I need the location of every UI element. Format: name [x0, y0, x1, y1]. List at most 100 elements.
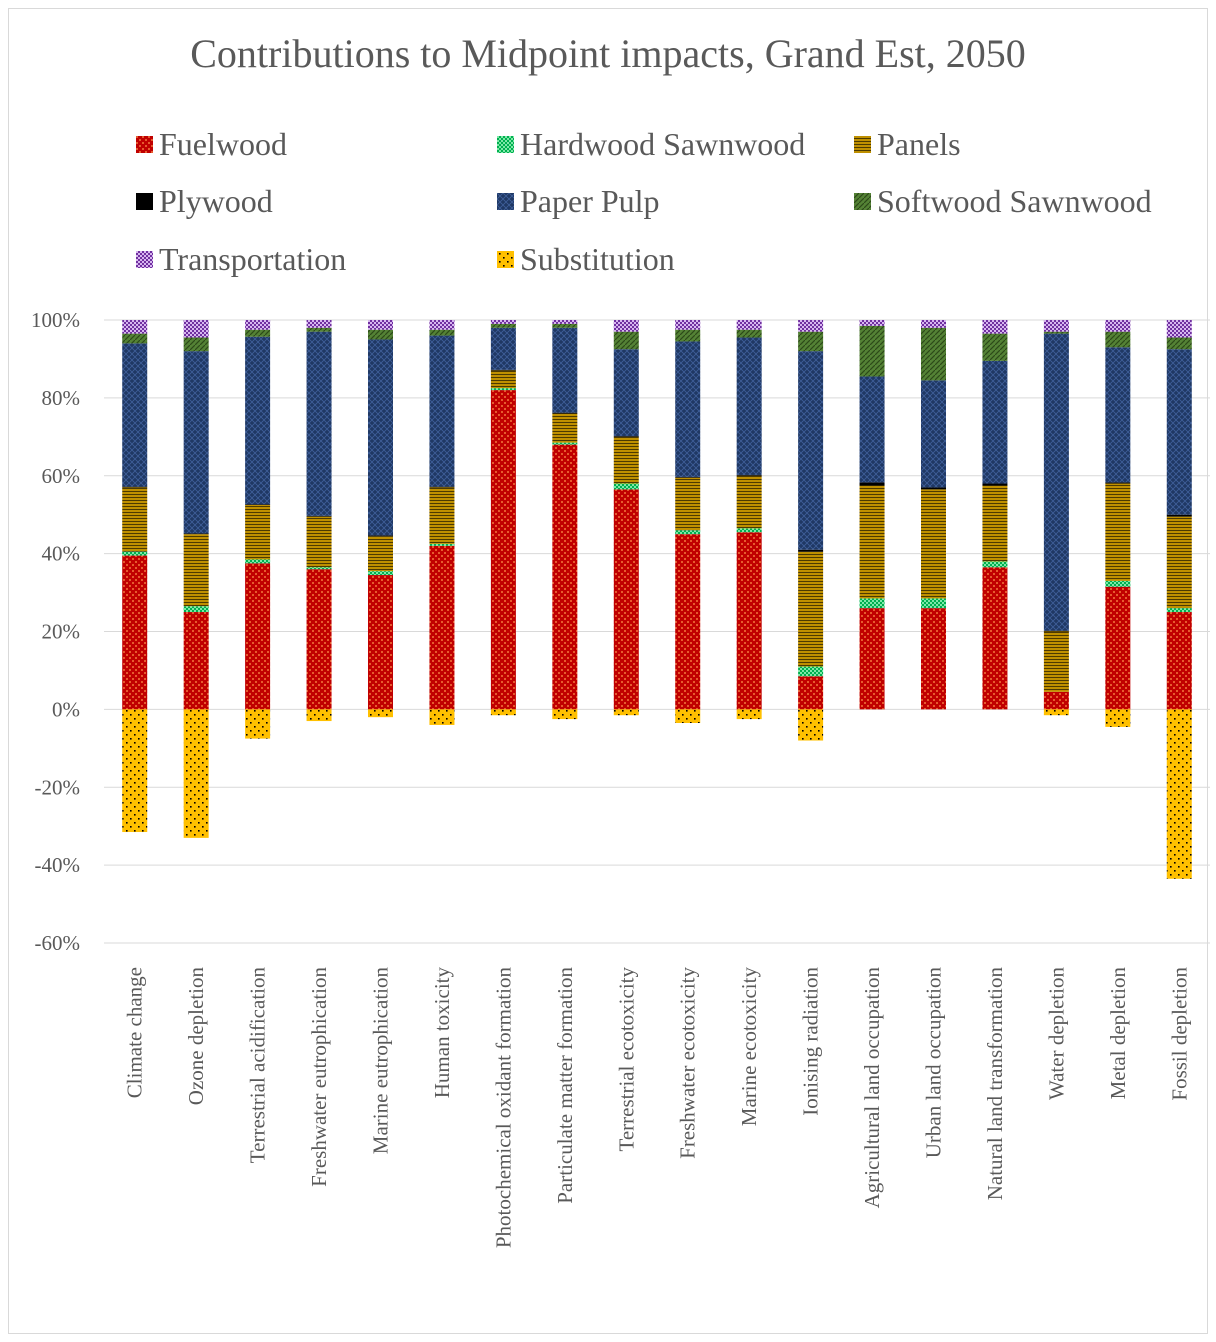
bar-segment-paper-pulp — [859, 376, 885, 483]
y-tick-label: 20% — [42, 620, 81, 644]
bar-segment-panels — [1105, 483, 1131, 581]
y-tick-label: 100% — [31, 308, 80, 332]
legend-swatch-softwood-sawnwood — [854, 193, 871, 210]
legend-item-substitution: Substitution — [497, 241, 675, 278]
bar-segment-substitution — [122, 709, 148, 833]
bar-segment-fuelwood — [122, 555, 148, 710]
bar-segment-softwood-sawnwood — [552, 323, 578, 328]
bar-segment-hardwood-sawnwood — [429, 543, 455, 546]
bar-segment-softwood-sawnwood — [429, 329, 455, 336]
legend-item-hardwood-sawnwood: Hardwood Sawnwood — [497, 126, 805, 163]
bar-segment-substitution — [245, 709, 271, 739]
bar-segment-paper-pulp — [368, 339, 393, 536]
bar-segment-softwood-sawnwood — [859, 325, 885, 377]
bar-segment-softwood-sawnwood — [183, 337, 209, 352]
y-tick-label: -60% — [35, 931, 81, 955]
bar-segment-hardwood-sawnwood — [1166, 608, 1192, 613]
legend-item-paper-pulp: Paper Pulp — [497, 183, 660, 220]
bar-segment-substitution — [368, 709, 393, 718]
x-category-label: Urban land occupation — [922, 967, 946, 1159]
bar-segment-fuelwood — [1105, 586, 1131, 710]
bar-segment-transportation — [245, 320, 271, 330]
bars — [122, 320, 1192, 879]
x-category-label: Water depletion — [1044, 967, 1068, 1101]
legend-swatch-substitution — [497, 251, 514, 268]
bar-segment-transportation — [613, 320, 639, 332]
bar-segment-panels — [859, 485, 885, 599]
bar-segment-fuelwood — [183, 612, 209, 710]
bar-segment-substitution — [736, 709, 762, 720]
x-category-label: Freshwater eutrophication — [307, 967, 331, 1187]
bar-segment-plywood — [1043, 630, 1069, 632]
bar-segment-softwood-sawnwood — [245, 329, 271, 337]
bar-segment-hardwood-sawnwood — [675, 530, 701, 535]
y-tick-label: -40% — [35, 853, 81, 877]
y-tick-label: 80% — [42, 386, 81, 410]
y-tick-label: 60% — [42, 464, 81, 488]
bar-segment-plywood — [613, 436, 639, 437]
bar-segment-paper-pulp — [736, 337, 762, 475]
bar-segment-fuelwood — [1166, 612, 1192, 710]
bar-segment-transportation — [1166, 320, 1192, 338]
bar-segment-softwood-sawnwood — [982, 333, 1008, 361]
gridlines — [104, 319, 1210, 944]
bar-segment-transportation — [1043, 320, 1069, 332]
bar-segment-plywood — [245, 504, 271, 505]
bar-segment-fuelwood — [245, 563, 271, 710]
bar-segment-paper-pulp — [1166, 349, 1192, 515]
legend-item-transportation: Transportation — [136, 241, 346, 278]
bar-segment-hardwood-sawnwood — [736, 528, 762, 533]
bar-segment-hardwood-sawnwood — [245, 559, 271, 564]
bar-segment-hardwood-sawnwood — [921, 598, 946, 609]
bar-segment-fuelwood — [982, 567, 1008, 710]
x-category-label: Human toxicity — [430, 967, 454, 1099]
bar-segment-paper-pulp — [1105, 347, 1131, 483]
bar-segment-substitution — [183, 709, 209, 838]
bar-segment-substitution — [490, 709, 516, 716]
bar-segment-panels — [613, 436, 639, 484]
bar-segment-softwood-sawnwood — [736, 329, 762, 338]
x-axis-category-labels: Climate change Ozone depletion Terrestrial… — [123, 967, 1192, 1249]
bar-segment-transportation — [921, 320, 946, 328]
legend-swatch-fuelwood — [136, 136, 153, 153]
x-category-label: Fossil depletion — [1167, 967, 1191, 1101]
x-category-label: Agricultural land occupation — [860, 967, 884, 1209]
bar-segment-softwood-sawnwood — [306, 327, 332, 332]
bar-segment-panels — [368, 536, 393, 572]
bar-segment-softwood-sawnwood — [613, 331, 639, 350]
x-category-label: Terrestrial ecotoxicity — [614, 967, 638, 1152]
bar-segment-paper-pulp — [245, 336, 271, 505]
y-tick-label: 0% — [52, 697, 80, 721]
bar-segment-panels — [675, 477, 701, 531]
bar-segment-panels — [798, 551, 824, 667]
bar-segment-panels — [122, 487, 148, 552]
x-category-label: Metal depletion — [1106, 967, 1130, 1100]
bar-segment-paper-pulp — [122, 343, 148, 487]
bar-segment-substitution — [552, 709, 578, 720]
bar-segment-softwood-sawnwood — [1105, 331, 1131, 348]
bar-segment-transportation — [736, 320, 762, 330]
x-category-label: Marine eutrophication — [369, 967, 393, 1155]
bar-segment-transportation — [183, 320, 209, 338]
legend-label-fuelwood: Fuelwood — [159, 126, 287, 162]
x-category-label: Marine ecotoxicity — [737, 967, 761, 1127]
bar-segment-softwood-sawnwood — [1166, 337, 1192, 350]
bar-segment-substitution — [306, 709, 332, 722]
legend-swatch-paper-pulp — [497, 193, 514, 210]
chart-title: Contributions to Midpoint impacts, Grand… — [190, 31, 1026, 76]
bar-segment-paper-pulp — [798, 351, 824, 550]
bar-segment-panels — [183, 534, 209, 607]
bar-segment-hardwood-sawnwood — [613, 483, 639, 490]
bar-segment-transportation — [798, 320, 824, 332]
legend-label-substitution: Substitution — [520, 241, 675, 277]
legend-item-plywood: Plywood — [136, 183, 273, 220]
bar-segment-fuelwood — [675, 534, 701, 710]
legend-swatch-plywood — [136, 193, 153, 210]
legend-label-plywood: Plywood — [159, 183, 273, 219]
x-category-label: Climate change — [123, 967, 147, 1098]
bar-segment-hardwood-sawnwood — [552, 442, 578, 445]
bar-segment-substitution — [1105, 709, 1131, 727]
bar-segment-transportation — [982, 320, 1008, 334]
bar-segment-substitution — [1166, 709, 1192, 879]
bar-segment-panels — [490, 370, 516, 389]
